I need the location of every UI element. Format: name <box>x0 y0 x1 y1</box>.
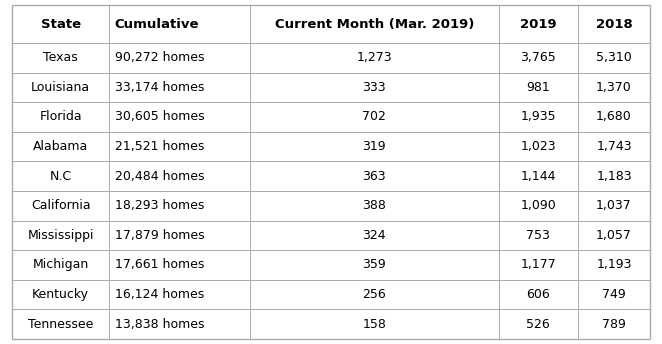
Text: Florida: Florida <box>39 110 82 123</box>
Text: Current Month (Mar. 2019): Current Month (Mar. 2019) <box>275 18 474 31</box>
Text: 526: 526 <box>526 318 550 331</box>
Text: 753: 753 <box>526 229 550 242</box>
Text: 981: 981 <box>526 81 550 94</box>
Text: N.C: N.C <box>50 170 71 183</box>
Text: 17,879 homes: 17,879 homes <box>115 229 204 242</box>
Text: 1,144: 1,144 <box>520 170 556 183</box>
Text: 3,765: 3,765 <box>520 51 556 64</box>
Text: Texas: Texas <box>43 51 78 64</box>
Text: 1,057: 1,057 <box>596 229 632 242</box>
Text: 1,680: 1,680 <box>596 110 632 123</box>
Text: 1,273: 1,273 <box>356 51 392 64</box>
Text: 1,177: 1,177 <box>520 258 556 271</box>
Text: 13,838 homes: 13,838 homes <box>115 318 204 331</box>
Text: 359: 359 <box>362 258 386 271</box>
Text: 363: 363 <box>363 170 386 183</box>
Text: Mississippi: Mississippi <box>27 229 94 242</box>
Text: 789: 789 <box>602 318 626 331</box>
Text: Tennessee: Tennessee <box>28 318 93 331</box>
Text: 5,310: 5,310 <box>596 51 632 64</box>
Text: 90,272 homes: 90,272 homes <box>115 51 204 64</box>
Text: Kentucky: Kentucky <box>32 288 89 301</box>
Text: 1,743: 1,743 <box>596 140 632 153</box>
Text: Cumulative: Cumulative <box>115 18 199 31</box>
Text: 2019: 2019 <box>520 18 557 31</box>
Text: 30,605 homes: 30,605 homes <box>115 110 204 123</box>
Text: 33,174 homes: 33,174 homes <box>115 81 204 94</box>
Text: Alabama: Alabama <box>33 140 88 153</box>
Text: 749: 749 <box>602 288 626 301</box>
Text: California: California <box>30 199 91 212</box>
Text: 1,023: 1,023 <box>520 140 556 153</box>
Text: 17,661 homes: 17,661 homes <box>115 258 204 271</box>
Text: 16,124 homes: 16,124 homes <box>115 288 204 301</box>
Text: 18,293 homes: 18,293 homes <box>115 199 204 212</box>
Text: 256: 256 <box>362 288 386 301</box>
Text: 1,183: 1,183 <box>596 170 632 183</box>
Text: 2018: 2018 <box>596 18 632 31</box>
Text: 158: 158 <box>362 318 386 331</box>
Text: 1,193: 1,193 <box>596 258 632 271</box>
Text: 20,484 homes: 20,484 homes <box>115 170 204 183</box>
Text: 324: 324 <box>363 229 386 242</box>
Text: 606: 606 <box>526 288 550 301</box>
Text: 1,935: 1,935 <box>520 110 556 123</box>
Text: Louisiana: Louisiana <box>31 81 90 94</box>
Text: 319: 319 <box>363 140 386 153</box>
Text: 333: 333 <box>363 81 386 94</box>
Text: 388: 388 <box>362 199 386 212</box>
Text: 1,090: 1,090 <box>520 199 556 212</box>
Text: 1,370: 1,370 <box>596 81 632 94</box>
Text: 1,037: 1,037 <box>596 199 632 212</box>
Text: 702: 702 <box>362 110 386 123</box>
Text: Michigan: Michigan <box>32 258 89 271</box>
Text: State: State <box>40 18 81 31</box>
Text: 21,521 homes: 21,521 homes <box>115 140 204 153</box>
